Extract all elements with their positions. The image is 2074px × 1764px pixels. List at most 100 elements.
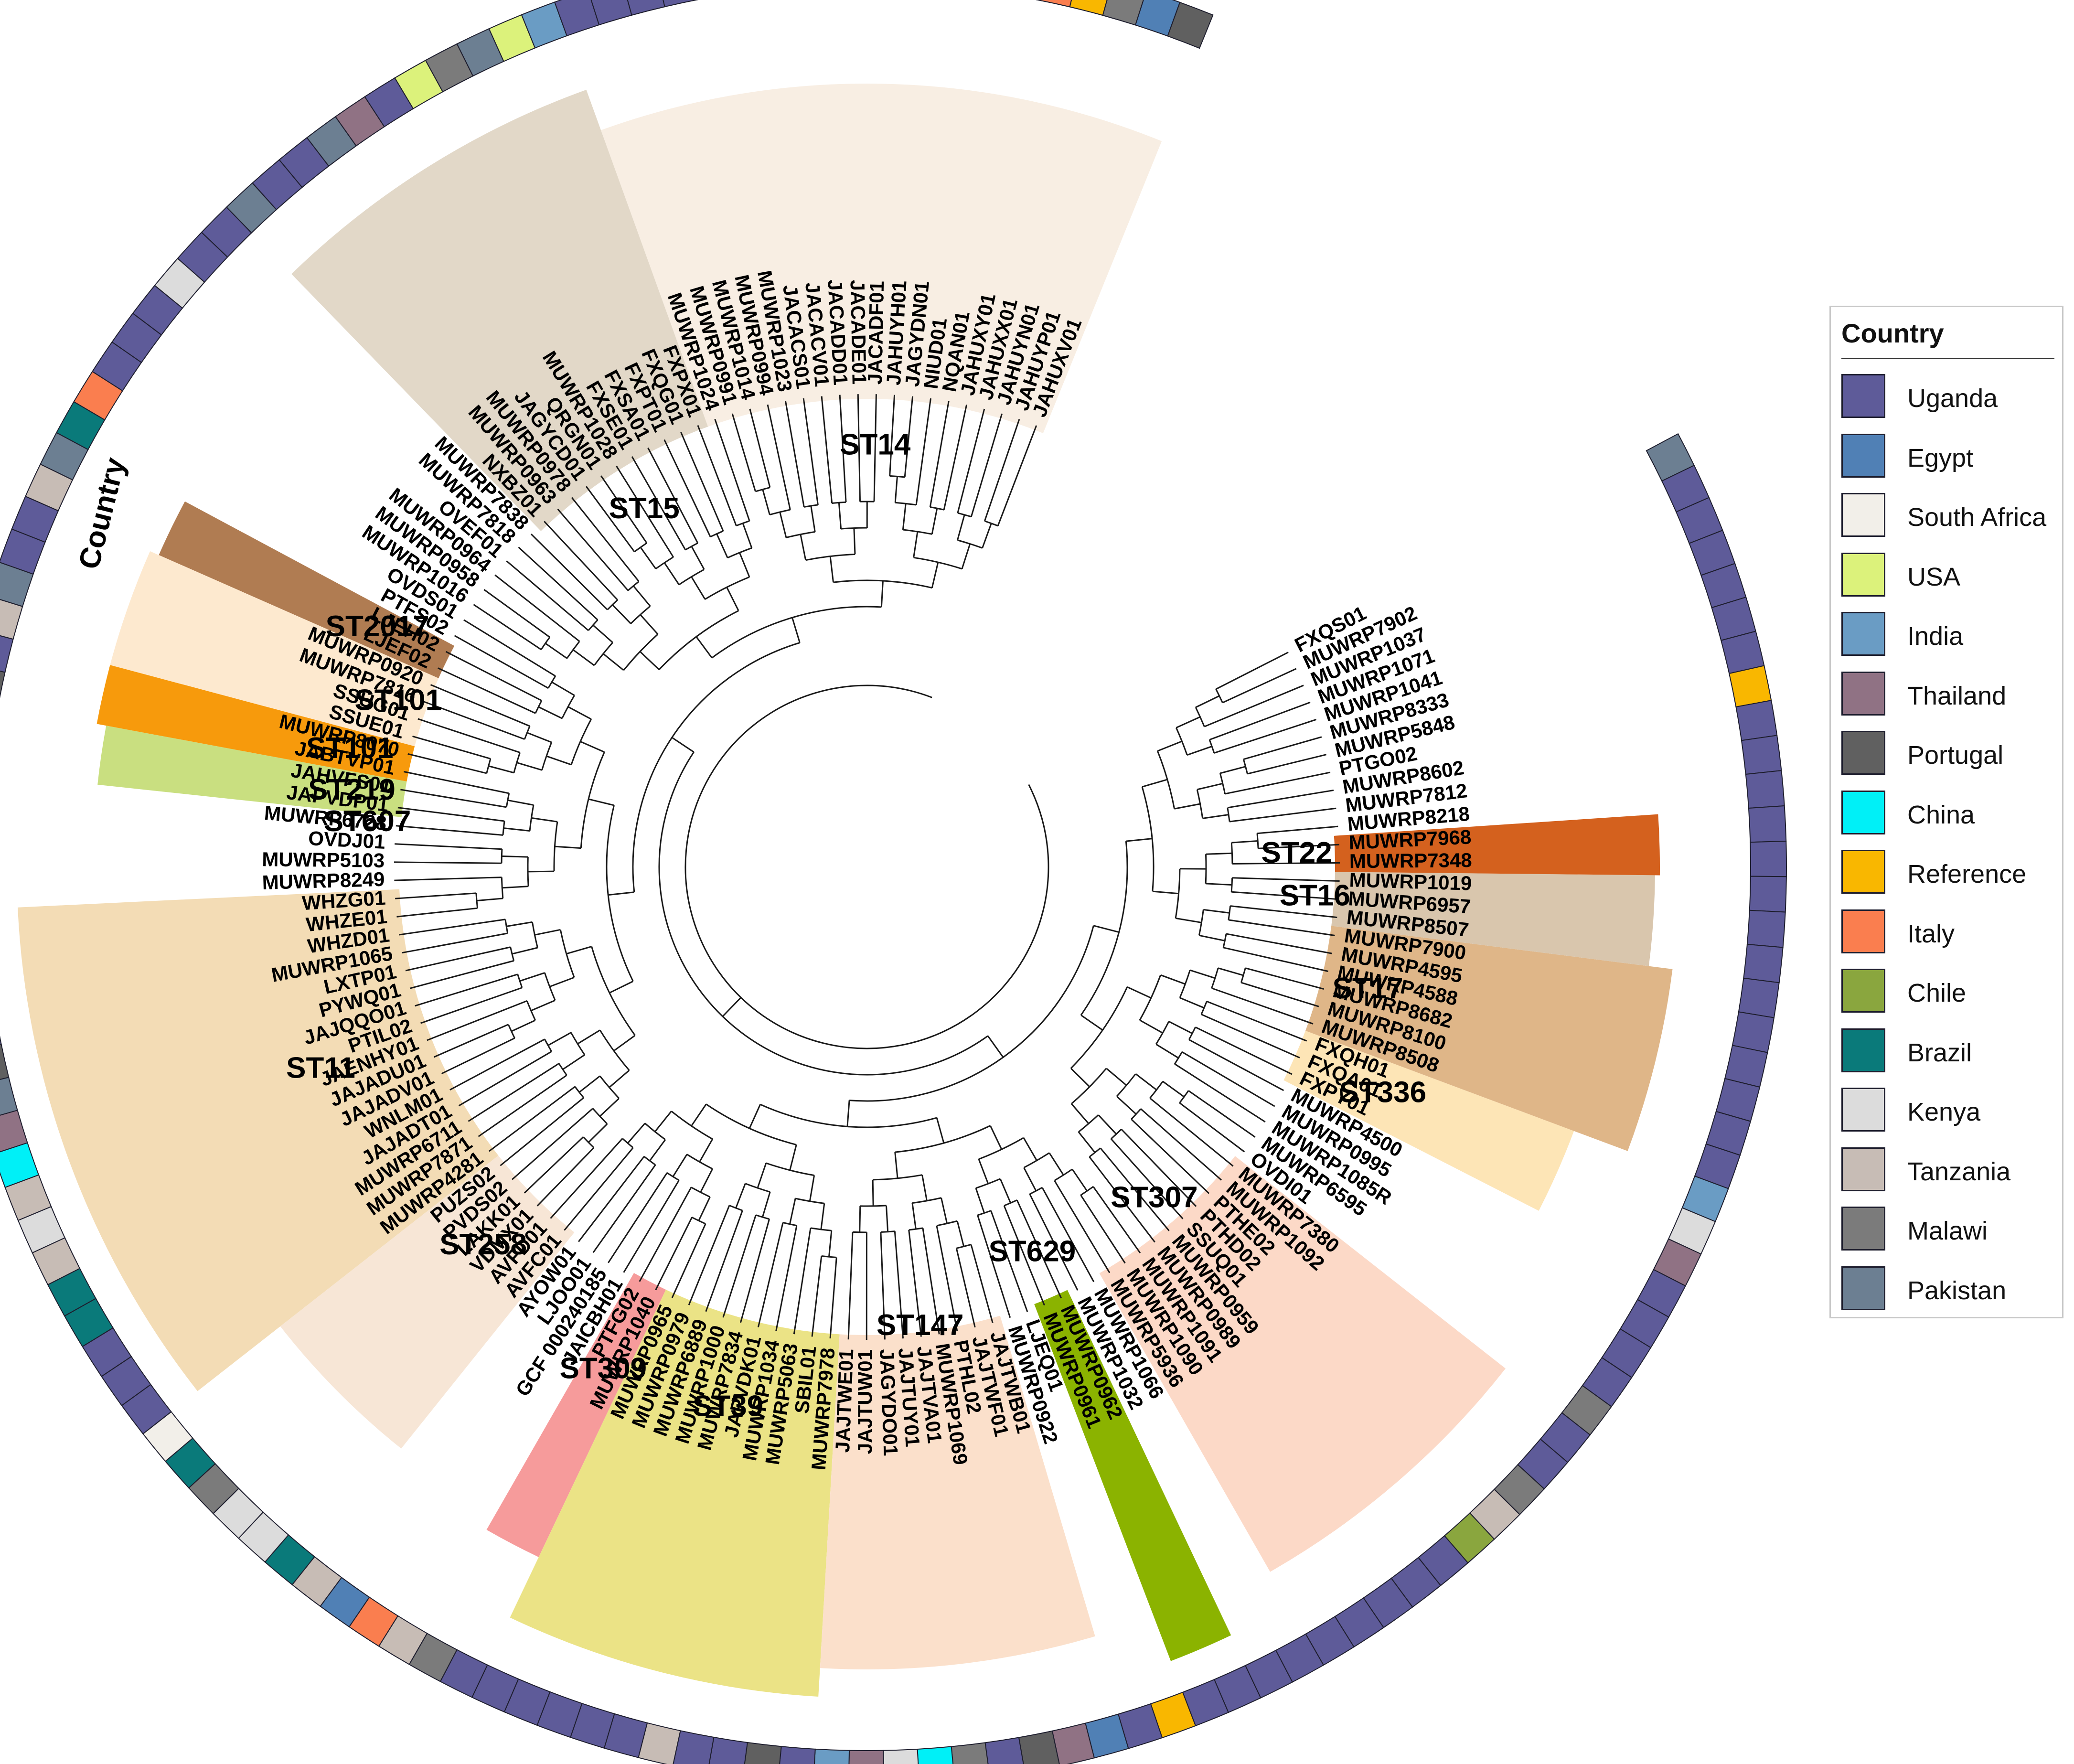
tip-branch [904,396,914,477]
internal-arc [486,758,492,774]
internal-branch [547,1032,572,1046]
internal-branch [902,503,907,530]
ring-cell [1748,805,1787,843]
ring-cell [0,1043,10,1080]
st-highlight-st2017 [159,501,455,678]
internal-branch [748,1104,761,1129]
tip-label: JACADE01 [846,279,871,385]
tip-branch [663,439,711,537]
legend-swatch [1841,909,1885,953]
internal-branch [975,1187,985,1213]
internal-branch [1152,890,1179,895]
tip-branch [873,394,877,502]
tip-branch [530,533,608,610]
internal-branch [639,651,660,671]
tip-branch [680,432,724,532]
internal-branch [526,732,552,743]
ring-cell [663,0,699,8]
tip-branch [412,735,491,759]
legend-swatch [1841,374,1885,418]
tip-branch [802,398,819,505]
internal-arc [755,1214,770,1220]
tip-branch [571,497,640,582]
internal-arc [1200,1001,1208,1015]
internal-branch [562,1054,585,1070]
internal-branch [609,1069,630,1088]
internal-branch [921,1175,928,1201]
internal-branch [982,523,992,548]
ring-cell [0,1110,28,1153]
internal-arc [795,1197,824,1204]
internal-branch [1127,986,1152,999]
internal-branch [654,1111,672,1133]
internal-branch [810,505,816,532]
tip-branch [600,475,648,544]
tip-branch [697,425,737,526]
internal-branch [1071,1168,1088,1192]
internal-branch [699,1138,713,1163]
internal-arc [531,922,538,948]
tip-branch [1110,1138,1184,1219]
tip-branch [1201,1014,1300,1058]
internal-arc [909,1227,923,1231]
internal-arc [582,1136,595,1148]
internal-arc [513,752,521,773]
internal-branch [931,562,939,588]
ring-cell [0,562,34,607]
internal-branch [1206,883,1232,886]
internal-branch [828,1230,833,1257]
tip-branch [915,398,931,505]
ring-cell [1750,841,1787,877]
internal-branch [1199,934,1225,941]
st-label: ST17 [1332,972,1403,1005]
legend-label: South Africa [1907,503,2047,532]
internal-arc [643,1156,656,1165]
tip-branch [793,1228,812,1335]
internal-branch [506,921,533,927]
internal-branch [999,1178,1012,1204]
tip-branch [433,1024,509,1058]
ring-cell [1069,0,1108,16]
internal-branch [609,981,634,994]
tip-branch [811,1256,823,1337]
tip-branch [473,604,542,651]
st-label: ST16 [1280,879,1350,912]
tip-branch [468,1063,559,1122]
legend-label: Malawi [1907,1217,1988,1245]
internal-arc [1230,843,1233,864]
internal-arc [832,501,846,504]
internal-arc [622,1138,634,1148]
legend-item-reference: Reference [1841,850,2061,896]
internal-branch [1098,1114,1117,1135]
internal-branch [936,1117,945,1144]
internal-arc [599,1075,620,1099]
internal-branch [632,585,651,607]
internal-branch [846,1100,850,1127]
ring-cell [744,1742,782,1764]
ring-cell [1749,876,1787,913]
tip-branch [1223,947,1328,972]
legend-swatch [1841,1266,1885,1310]
ring-cell [1745,770,1785,809]
legend-item-india: India [1841,612,2061,658]
internal-branch [956,1220,965,1247]
tip-branch [399,919,506,936]
tip-branch [478,1074,567,1137]
tip-branch [839,395,847,502]
legend-swatch [1841,790,1885,834]
internal-arc [507,1024,515,1039]
st-highlights [18,83,1673,1697]
internal-branch [555,845,581,849]
legend-item-italy: Italy [1841,909,2061,955]
internal-branch [671,737,695,753]
ring-cell [554,0,600,37]
internal-branch [779,512,787,538]
tip-label: JACADF01 [864,281,888,385]
tip-branch [397,807,505,822]
legend-swatch [1841,731,1885,775]
internal-arc [810,1227,832,1231]
country-legend: Country Uganda Egypt South Africa USA India T… [1829,306,2063,1318]
st-highlight-st336 [1283,1030,1574,1211]
tip-branch [506,560,589,631]
st-highlight-st629 [1034,1290,1231,1661]
